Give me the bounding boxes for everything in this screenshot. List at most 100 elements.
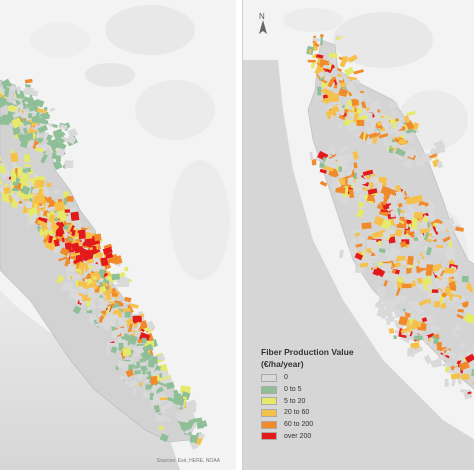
land-patch (124, 266, 129, 272)
land-patch (105, 293, 112, 301)
land-patch (98, 285, 107, 294)
north-arrow-icon: N (255, 12, 271, 38)
land-patch (352, 151, 359, 160)
land-patch (444, 223, 452, 232)
land-patch (69, 225, 75, 233)
land-patch (141, 337, 147, 344)
map-attribution: Sources: Esri, HERE, NOAA (157, 458, 221, 464)
land-patch (403, 213, 410, 218)
land-patch (22, 87, 33, 96)
land-patch (385, 203, 397, 212)
land-patch (47, 213, 56, 223)
land-patch (141, 362, 146, 367)
land-patch (355, 259, 365, 265)
land-patch (61, 236, 65, 243)
land-patch (394, 295, 401, 305)
land-patch (395, 287, 401, 297)
land-patch (20, 185, 31, 196)
land-patch (113, 283, 122, 288)
land-patch (53, 190, 61, 193)
land-patch (175, 409, 188, 422)
land-patch (368, 231, 375, 236)
land-patch (348, 91, 358, 101)
land-patch (193, 417, 203, 423)
land-patch (394, 329, 400, 335)
land-patch (189, 434, 198, 444)
legend-label: 20 to 60 (284, 409, 310, 417)
land-patch (429, 247, 439, 253)
land-patch (66, 218, 73, 223)
land-patch (381, 122, 390, 128)
land-patch (456, 313, 464, 320)
land-patch (317, 70, 326, 79)
land-patch (89, 315, 94, 323)
land-patch (307, 59, 316, 63)
land-patch (453, 272, 459, 279)
legend-swatch (261, 408, 277, 417)
land-patch (388, 194, 399, 204)
land-patch (397, 139, 407, 145)
land-patch (436, 341, 443, 351)
land-patch (357, 193, 366, 200)
land-patch (355, 92, 364, 101)
land-patch (91, 262, 102, 270)
land-patch (159, 397, 169, 401)
left-map-panel[interactable]: Sources: Esri, HERE, NOAA (0, 0, 236, 470)
land-patch (363, 92, 369, 99)
land-patch (129, 331, 134, 335)
land-patch (390, 211, 395, 218)
land-patch (66, 223, 74, 233)
land-patch (86, 267, 92, 275)
land-patch (430, 292, 441, 302)
land-patch (423, 216, 429, 223)
land-patch (64, 280, 73, 287)
land-patch (400, 326, 410, 335)
land-patch (406, 197, 415, 205)
land-patch (22, 127, 28, 135)
land-patch (409, 125, 414, 129)
land-patch (157, 381, 167, 387)
land-patch (402, 276, 414, 284)
land-patch (23, 135, 33, 140)
land-patch (123, 308, 131, 312)
land-patch (360, 186, 369, 192)
land-patch (317, 86, 322, 96)
land-patch (327, 78, 335, 88)
land-patch (134, 370, 142, 375)
land-patch (387, 101, 399, 110)
land-patch (12, 110, 24, 119)
land-patch (383, 308, 391, 317)
land-patch (74, 244, 84, 252)
land-patch (427, 235, 436, 241)
land-patch (467, 300, 474, 311)
land-patch (459, 342, 468, 348)
land-patch (397, 234, 409, 244)
land-patch (353, 113, 359, 119)
land-patch (336, 154, 347, 165)
land-patch (345, 81, 357, 93)
land-patch (347, 76, 358, 81)
land-patch (393, 335, 397, 340)
land-patch (338, 178, 346, 186)
land-patch (105, 252, 114, 259)
land-patch (411, 327, 420, 336)
land-patch (415, 157, 426, 168)
land-patch (356, 208, 365, 218)
land-patch (38, 119, 49, 125)
right-map-panel[interactable]: N Fiber Production Value (€/ha/year) 0 0… (242, 0, 474, 470)
land-patch (337, 73, 342, 78)
land-patch (172, 396, 185, 407)
land-patch (14, 90, 20, 100)
land-patch (54, 201, 66, 212)
land-patch (64, 242, 72, 250)
land-patch (146, 320, 156, 331)
land-patch (437, 355, 445, 361)
land-patch (423, 335, 428, 343)
land-patch (372, 134, 378, 144)
land-patch (105, 303, 115, 310)
sea (243, 60, 474, 470)
land-patch (439, 270, 445, 277)
land-patch (110, 333, 117, 340)
land-patch (4, 183, 9, 187)
land-patch (69, 258, 74, 264)
